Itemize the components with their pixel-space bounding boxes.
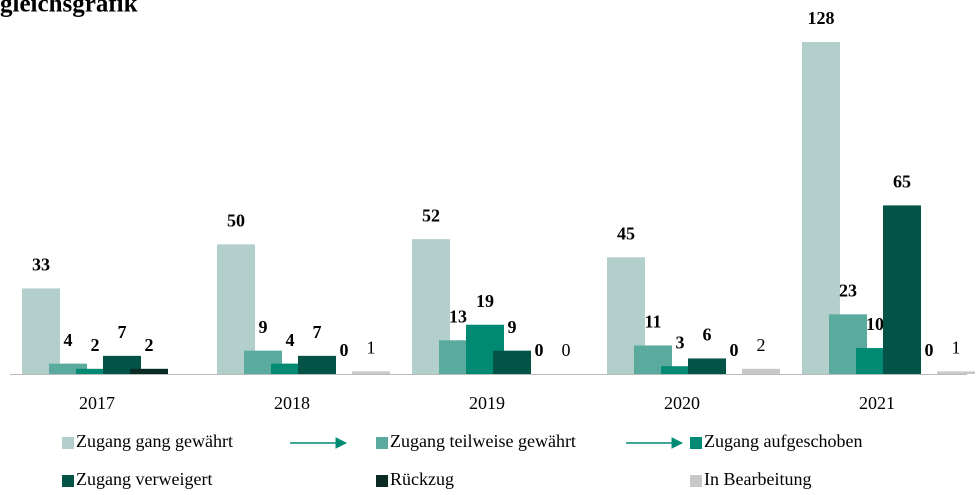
x-tick-label: 2021 — [859, 393, 895, 413]
bar — [130, 368, 168, 374]
x-tick-label: 2019 — [469, 393, 505, 413]
data-label: 0 — [562, 340, 571, 360]
data-label: 0 — [535, 340, 544, 360]
bar — [352, 371, 390, 374]
x-tick-label: 2017 — [79, 393, 115, 413]
legend-swatch — [62, 437, 74, 449]
data-label: 0 — [340, 340, 349, 360]
data-label: 19 — [476, 291, 494, 311]
legend-label: Zugang gang gewährt — [76, 431, 233, 451]
legend-label: Zugang teilweise gewährt — [390, 431, 576, 451]
data-label: 2 — [91, 335, 100, 355]
chart-title: gleichsgrafik — [0, 0, 138, 18]
bar — [883, 205, 921, 374]
legend-arrows — [290, 437, 684, 449]
data-label: 23 — [839, 280, 857, 300]
data-label: 9 — [508, 317, 517, 337]
bar — [49, 363, 87, 374]
legend-swatch — [690, 475, 702, 487]
data-label: 65 — [893, 172, 911, 192]
data-label: 6 — [703, 325, 712, 345]
legend-swatch — [376, 437, 388, 449]
data-label: 2 — [757, 335, 766, 355]
bar — [298, 355, 336, 374]
legend-swatch — [376, 475, 388, 487]
data-label: 3 — [676, 332, 685, 352]
data-label: 52 — [422, 205, 440, 225]
x-tick-label: 2020 — [664, 393, 700, 413]
data-label: 33 — [32, 255, 50, 275]
bar — [742, 368, 780, 374]
legend-label: Rückzug — [390, 469, 454, 489]
data-label: 7 — [118, 322, 127, 342]
legend-label: Zugang aufgeschoben — [704, 431, 862, 451]
data-label: 4 — [286, 330, 295, 350]
bar — [271, 363, 309, 374]
data-label: 2 — [145, 335, 154, 355]
bar — [22, 288, 60, 374]
legend-swatch — [62, 475, 74, 487]
data-label: 128 — [808, 8, 835, 28]
legend-swatch — [690, 437, 702, 449]
bar — [661, 366, 699, 374]
data-label: 13 — [449, 306, 467, 326]
data-label: 11 — [644, 312, 661, 332]
data-label: 45 — [617, 223, 635, 243]
data-label: 1 — [952, 338, 961, 358]
data-label: 0 — [925, 340, 934, 360]
bar — [937, 371, 975, 374]
data-label: 50 — [227, 210, 245, 230]
data-label: 0 — [730, 340, 739, 360]
legend-label: In Bearbeitung — [704, 469, 811, 489]
bar — [493, 350, 531, 374]
data-label: 4 — [64, 330, 73, 350]
bar — [76, 368, 114, 374]
legend-label: Zugang verweigert — [76, 469, 212, 489]
data-label: 9 — [259, 317, 268, 337]
data-label: 1 — [367, 338, 376, 358]
bar — [688, 358, 726, 374]
x-tick-label: 2018 — [274, 393, 310, 413]
data-label: 7 — [313, 322, 322, 342]
data-label: 10 — [866, 314, 884, 334]
